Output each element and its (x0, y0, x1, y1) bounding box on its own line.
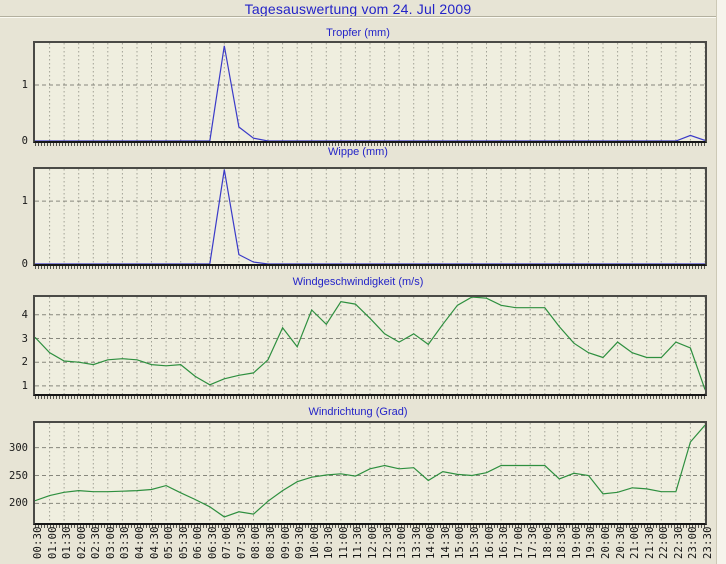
x-axis-label: 12:00 (367, 526, 379, 559)
x-axis-label: 11:00 (337, 526, 350, 559)
x-axis-label: 20:00 (600, 526, 613, 559)
x-axis-label: 16:00 (483, 526, 496, 559)
plot-area (33, 167, 707, 266)
y-axis-label: 1 (21, 79, 28, 91)
x-axis-label: 09:30 (294, 526, 307, 559)
x-axis-label: 16:30 (498, 526, 511, 559)
x-axis-label: 22:00 (658, 526, 671, 559)
chart-title: Windgeschwindigkeit (m/s) (292, 276, 424, 288)
x-axis-label: 01:00 (46, 526, 59, 559)
x-axis-label: 14:30 (439, 526, 452, 559)
x-axis-label: 14:00 (425, 526, 438, 559)
x-axis-label: 22:30 (672, 526, 685, 559)
y-axis-label: 3 (21, 332, 28, 345)
y-axis-label: 4 (21, 308, 28, 321)
x-axis-label: 21:30 (643, 526, 656, 559)
y-axis-label: 1 (21, 195, 28, 208)
x-axis-label: 17:00 (512, 526, 525, 559)
x-axis-label: 03:00 (104, 526, 117, 559)
x-axis-label: 15:00 (454, 526, 467, 559)
minor-ticks (35, 143, 705, 146)
y-axis-label: 200 (9, 497, 28, 510)
x-axis-label: 08:00 (250, 526, 263, 559)
x-axis-label: 11:30 (352, 526, 365, 559)
x-axis-label: 23:30 (702, 526, 714, 559)
series-line (35, 297, 705, 390)
series-line (35, 424, 705, 518)
x-axis-label: 03:30 (119, 526, 132, 559)
plot-area (33, 421, 707, 525)
chart-canvas (35, 169, 705, 264)
x-axis-label: 23:00 (687, 526, 700, 559)
chart-title: Wippe (mm) (328, 146, 388, 158)
x-axis-label: 10:00 (308, 526, 321, 559)
x-axis-label: 04:00 (133, 526, 146, 559)
x-axis-label: 07:30 (235, 526, 248, 559)
minor-ticks (35, 266, 705, 269)
y-axis-label: 0 (21, 135, 28, 147)
plot-area (33, 295, 707, 396)
y-axis-label: 0 (21, 258, 28, 270)
x-axis-label: 17:30 (527, 526, 540, 559)
y-axis-label: 300 (9, 441, 28, 454)
plot-area (33, 41, 707, 143)
y-axis-label: 2 (21, 356, 28, 369)
x-axis-label: 08:30 (265, 526, 278, 559)
scrollbar-track[interactable] (716, 0, 726, 564)
x-axis-label: 00:30 (32, 526, 44, 559)
minor-ticks (35, 525, 705, 528)
chart-title: Windrichtung (Grad) (308, 406, 408, 418)
x-axis-label: 18:30 (556, 526, 569, 559)
x-axis-label: 06:30 (206, 526, 219, 559)
x-axis-label: 19:00 (570, 526, 583, 559)
x-axis-label: 06:00 (192, 526, 205, 559)
x-axis-label: 15:30 (468, 526, 481, 559)
x-axis-label: 13:00 (396, 526, 409, 559)
x-axis-label: 07:00 (221, 526, 234, 559)
page-title: Tagesauswertung vom 24. Jul 2009 (244, 1, 472, 17)
x-axis-label: 21:00 (629, 526, 642, 559)
x-axis-label: 18:00 (541, 526, 554, 559)
chart-canvas (35, 297, 705, 394)
x-axis-label: 05:30 (177, 526, 190, 559)
x-axis-label: 13:30 (410, 526, 423, 559)
x-axis-label: 20:30 (614, 526, 627, 559)
x-axis-label: 09:00 (279, 526, 292, 559)
y-axis-label: 1 (21, 379, 28, 392)
chart-canvas (35, 423, 705, 523)
chart-title: Tropfer (mm) (326, 27, 390, 39)
x-axis-label: 12:30 (381, 526, 394, 559)
x-axis-label: 19:30 (585, 526, 598, 559)
y-axis-label: 250 (9, 469, 28, 482)
chart-canvas (35, 43, 705, 141)
x-axis-label: 10:30 (323, 526, 336, 559)
x-axis-label: 05:00 (163, 526, 176, 559)
x-axis-label: 04:30 (148, 526, 161, 559)
x-axis-label: 01:30 (61, 526, 74, 559)
x-axis-label: 02:30 (90, 526, 103, 559)
minor-ticks (35, 396, 705, 399)
x-axis-label: 02:00 (75, 526, 88, 559)
title-divider (0, 16, 726, 17)
